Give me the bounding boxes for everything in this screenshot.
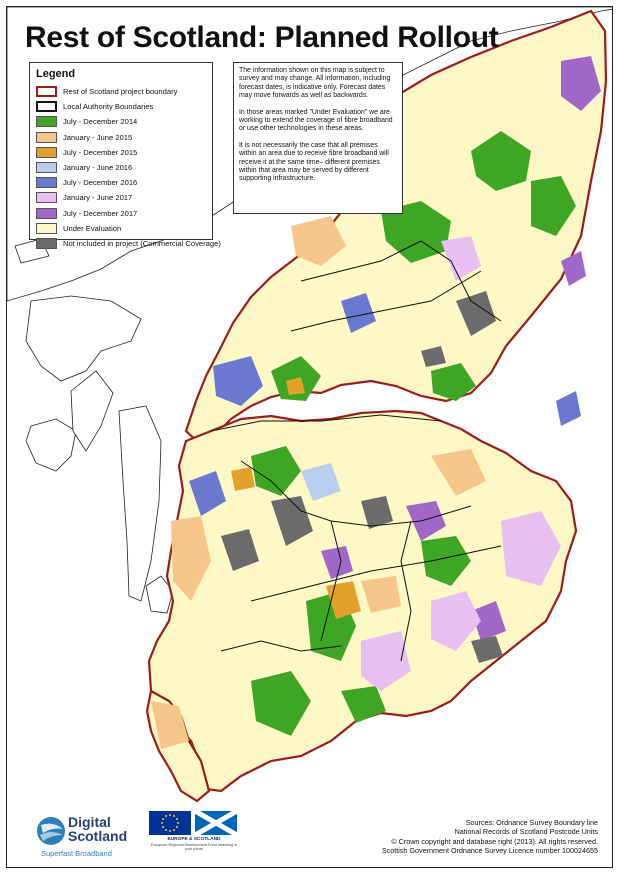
eu-flag-icon: [149, 811, 191, 835]
legend-label: Not included in project (Commercial Cove…: [63, 238, 221, 248]
legend-swatch: [36, 222, 57, 234]
legend-item: July - December 2016: [36, 175, 206, 190]
jura-island: [70, 370, 114, 452]
legend-label: July - December 2014: [63, 117, 138, 127]
map-title: Rest of Scotland: Planned Rollout: [25, 21, 499, 54]
legend-swatch: [36, 131, 57, 143]
legend-list: Rest of Scotland project boundary Local A…: [36, 84, 221, 251]
eu-scotland-logo: EUROPE & SCOTLAND European Regional Deve…: [147, 811, 243, 861]
legend-item: July - December 2014: [36, 114, 206, 129]
info-paragraph: In those areas marked "Under Evaluation"…: [239, 108, 393, 133]
islay-island: [25, 418, 77, 472]
legend-label: Local Authority Boundaries: [63, 102, 154, 112]
legend-swatch: [36, 162, 57, 174]
legend-item: Under Evaluation: [36, 221, 206, 236]
legend-swatch: [36, 192, 57, 204]
legend-swatch: [36, 177, 57, 189]
legend-item: January - June 2015: [36, 130, 206, 145]
sources-line: National Records of Scotland Postcode Un…: [454, 827, 598, 837]
local-authority-boundaries: [210, 240, 502, 662]
legend-label: Rest of Scotland project boundary: [63, 87, 178, 97]
legend-label: July - December 2015: [63, 147, 138, 157]
legend-label: July - December 2016: [63, 178, 138, 188]
legend-label: July - December 2017: [63, 208, 138, 218]
legend-item: July - December 2017: [36, 206, 206, 221]
sources-credit: Sources: Ordnance Survey Boundary line N…: [382, 818, 598, 855]
info-paragraph: The information shown on this map is sub…: [239, 67, 391, 100]
legend-item: Rest of Scotland project boundary: [36, 84, 206, 99]
eu-subcaption: European Regional Development Fund Inves…: [151, 843, 237, 852]
legend-title: Legend: [36, 68, 76, 80]
info-paragraph: It is not necessarily the case that all …: [239, 141, 389, 183]
legend-swatch: [36, 237, 57, 249]
legend-item: January - June 2016: [36, 160, 206, 175]
sources-line: Scottish Government Ordnance Survey Lice…: [381, 845, 598, 855]
legend-label: Under Evaluation: [63, 223, 122, 233]
legend-item: Not included in project (Commercial Cove…: [36, 236, 221, 251]
legend-swatch: [36, 116, 57, 128]
kintyre: [118, 405, 162, 602]
sources-line: Sources: Ordnance Survey Boundary line: [465, 818, 598, 827]
saltire-flag-icon: [195, 811, 237, 835]
map-frame: Rest of Scotland: Planned Rollout Legend…: [6, 6, 613, 868]
digital-scotland-line2: Scotland: [68, 828, 128, 844]
legend-label: January - June 2016: [63, 163, 133, 173]
rollout-patches: [151, 56, 601, 749]
digital-scotland-logo: Digital Scotland Superfast Broadband: [35, 813, 135, 859]
info-box: The information shown on this map is sub…: [233, 62, 403, 214]
digital-scotland-swoosh-icon: [37, 817, 65, 845]
digital-scotland-tagline: Superfast Broadband: [41, 849, 112, 858]
legend-swatch: [36, 86, 57, 98]
eu-caption: EUROPE & SCOTLAND: [167, 837, 221, 842]
legend-item: Local Authority Boundaries: [36, 99, 206, 114]
arran-island: [145, 575, 174, 614]
mull-island: [25, 295, 142, 382]
digital-scotland-line1: Digital: [68, 814, 111, 830]
legend-swatch: [36, 207, 57, 219]
legend-label: January - June 2017: [63, 193, 133, 203]
south-region: [147, 409, 578, 793]
legend-label: January - June 2015: [63, 132, 133, 142]
legend-item: January - June 2017: [36, 190, 206, 205]
legend-box: Legend Rest of Scotland project boundary…: [29, 62, 221, 249]
legend-item: July - December 2015: [36, 145, 206, 160]
legend-swatch: [36, 146, 57, 158]
legend-swatch: [36, 101, 57, 113]
sources-line: © Crown copyright and database right (20…: [391, 836, 598, 846]
